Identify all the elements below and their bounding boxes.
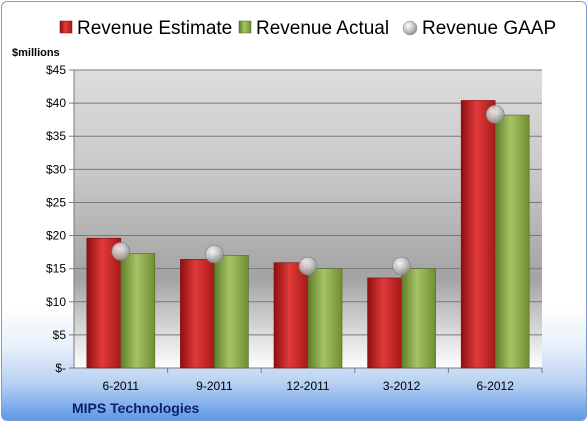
x-tick-label: 9-2011 [196,379,233,393]
bars [86,100,530,369]
x-tick-label: 6-2012 [477,379,515,393]
marker-revenue-gaap [298,256,318,276]
bar-revenue-estimate [273,262,309,369]
legend-label-revenue-estimate: Revenue Estimate [77,18,232,39]
legend: Revenue Estimate Revenue Actual Revenue … [59,18,556,39]
bar-revenue-estimate [460,100,496,369]
bar-revenue-actual [120,253,156,369]
bar-revenue-actual [214,255,249,369]
y-tick-label: $20 [46,229,66,243]
bar-revenue-estimate [367,277,402,369]
y-tick-label: $30 [46,162,66,176]
y-tick-label: $40 [46,96,66,110]
y-tick-label: $35 [46,129,66,143]
y-tick-label: $5 [53,328,67,342]
marker-revenue-gaap [205,244,224,264]
y-tick-label: $45 [46,63,66,77]
x-tick-label: 12-2011 [286,379,329,393]
x-tick-label: 6-2011 [103,379,140,393]
bar-revenue-actual [401,268,436,369]
marker-revenue-gaap [392,256,411,276]
y-tick-label: $25 [46,195,66,209]
legend-label-revenue-gaap: Revenue GAAP [422,18,556,39]
bar-revenue-estimate [180,259,215,369]
legend-swatch-revenue-actual [238,20,252,34]
x-tick-label: 3-2012 [383,379,421,393]
company-name: MIPS Technologies [72,400,200,416]
bar-revenue-estimate [86,237,122,369]
bar-revenue-actual [494,114,530,369]
y-axis-unit-label: $millions [12,47,60,59]
marker-revenue-gaap [111,242,131,261]
bar-revenue-actual [307,268,343,369]
legend-label-revenue-actual: Revenue Actual [256,18,389,39]
y-tick-label: $15 [46,262,66,276]
legend-swatch-revenue-gaap [402,20,418,36]
gaap-markers [111,105,505,276]
tick-labels: $- $5 $10 $15 $20 $25 $30 $35 $40 $45 6-2011 9-2011… [46,63,514,393]
y-tick-label: $- [55,361,66,375]
legend-swatch-revenue-estimate [59,20,73,34]
marker-revenue-gaap [485,105,505,124]
y-tick-label: $10 [46,295,66,309]
